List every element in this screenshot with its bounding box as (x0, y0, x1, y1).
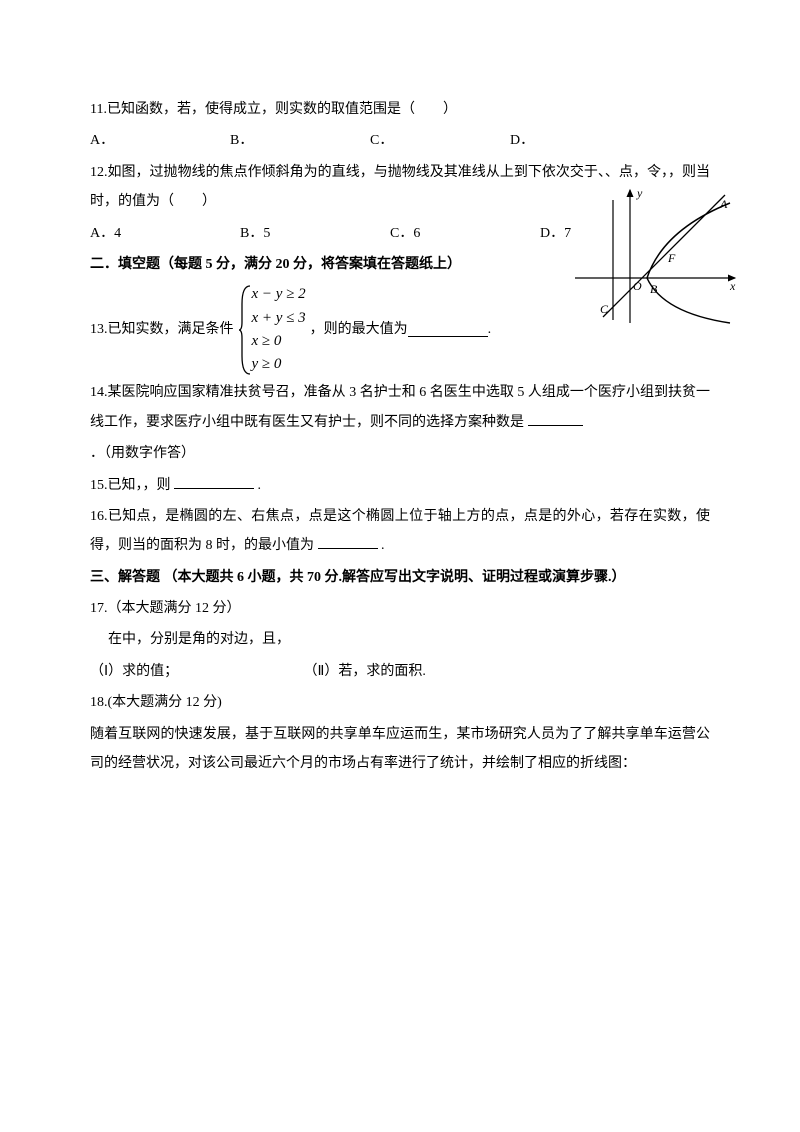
q12-opt-a: A．4 (90, 219, 240, 248)
q15: 15.已知，，则 . (90, 471, 710, 500)
q17-part2: （Ⅱ）若，求的面积. (304, 664, 426, 679)
q17-header: 17.（本大题满分 12 分） (90, 594, 710, 623)
q14-blank[interactable] (528, 412, 583, 426)
q13-before: 13.已知实数，满足条件 (90, 315, 234, 344)
q15-blank[interactable] (174, 475, 254, 489)
svg-text:B: B (650, 282, 658, 296)
svg-text:A: A (719, 197, 728, 211)
q13-constraints: x − y ≥ 2 x + y ≤ 3 x ≥ 0 y ≥ 0 (238, 281, 306, 378)
q11-opt-a: A． (90, 126, 230, 155)
q16-text: 16.已知点，是椭圆的左、右焦点，点是这个椭圆上位于轴上方的点，点是的外心，若存… (90, 509, 710, 553)
q11-text: 11.已知函数，若，使得成立，则实数的取值范围是（ ） (90, 95, 710, 124)
q12-opt-b: B．5 (240, 219, 390, 248)
q14-text: 14.某医院响应国家精准扶贫号召，准备从 3 名护士和 6 名医生中选取 5 人… (90, 385, 710, 429)
q13-blank[interactable] (408, 323, 488, 337)
q15-before: 15.已知，，则 (90, 478, 171, 493)
section3-title: 三、解答题 （本大题共 6 小题，共 70 分.解答应写出文字说明、证明过程或演… (90, 563, 710, 592)
svg-text:C: C (600, 302, 609, 316)
q13-after: ，则的最大值为 (310, 315, 408, 344)
q13-tail: . (488, 315, 492, 344)
q11-opt-b: B． (230, 126, 370, 155)
q17-line1: 在中，分别是角的对边，且， (90, 625, 710, 654)
parabola-figure: x y O F A B C (575, 185, 740, 325)
q13-c1: x − y ≥ 2 (252, 283, 306, 306)
q18-header: 18.(本大题满分 12 分) (90, 688, 710, 717)
q11-opt-c: C． (370, 126, 510, 155)
svg-text:F: F (667, 251, 676, 265)
q15-tail: . (258, 478, 262, 493)
q13-c3: x ≥ 0 (252, 330, 306, 353)
svg-text:y: y (636, 186, 643, 200)
q12-opt-c: C．6 (390, 219, 540, 248)
q18-line1: 随着互联网的快速发展，基于互联网的共享单车应运而生，某市场研究人员为了了解共享单… (90, 720, 710, 779)
q12-opt-d: D．7 (540, 219, 571, 248)
q16-tail: . (381, 538, 385, 553)
q11-options: A． B． C． D． (90, 126, 710, 155)
q14: 14.某医院响应国家精准扶贫号召，准备从 3 名护士和 6 名医生中选取 5 人… (90, 378, 710, 437)
q17-part1: （Ⅰ）求的值； (90, 657, 300, 686)
svg-text:O: O (633, 279, 642, 293)
q17-parts: （Ⅰ）求的值； （Ⅱ）若，求的面积. (90, 657, 710, 686)
q13-c2: x + y ≤ 3 (252, 307, 306, 330)
q16-blank[interactable] (318, 535, 378, 549)
q13-c4: y ≥ 0 (252, 353, 306, 376)
q14-tail: ．（用数字作答） (90, 439, 710, 468)
svg-text:x: x (729, 279, 736, 293)
q16: 16.已知点，是椭圆的左、右焦点，点是这个椭圆上位于轴上方的点，点是的外心，若存… (90, 502, 710, 561)
q11-opt-d: D． (510, 126, 650, 155)
